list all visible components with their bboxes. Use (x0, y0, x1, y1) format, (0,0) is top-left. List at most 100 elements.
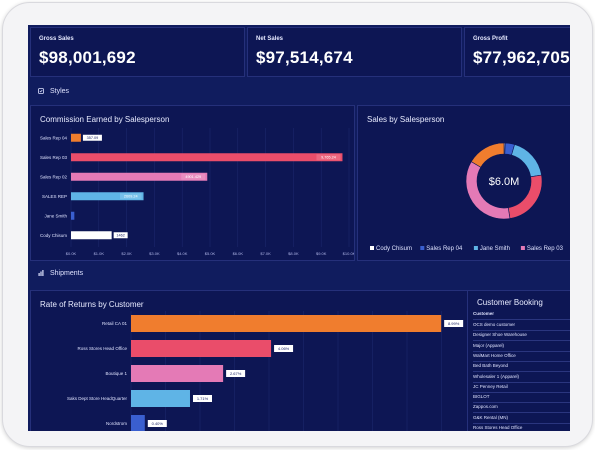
data-label-bg (316, 154, 341, 161)
category-label: Cody Chisum (40, 233, 67, 238)
kpi-gross-sales: Gross Sales $98,001,692 (30, 27, 245, 77)
table-row[interactable]: WalMart Home Office (473, 351, 570, 362)
bar (131, 390, 190, 407)
styles-icon (38, 88, 44, 94)
data-label: 8.99% (448, 321, 460, 326)
x-tick-label: $6.0K (233, 251, 244, 256)
donut-slice (470, 142, 505, 168)
dashboard-screen: Gross Sales $98,001,692 Net Sales $97,51… (28, 25, 570, 431)
legend-swatch (520, 246, 525, 250)
data-label: 9,765.24 (321, 156, 336, 160)
data-label: 0.40% (152, 421, 164, 426)
returns-chart: Retail CA 01 8.99% Ross Stores Head Office… (67, 311, 477, 431)
bar (131, 415, 145, 431)
section-styles[interactable]: Styles (28, 83, 570, 101)
data-label: 2609.24 (124, 195, 138, 199)
category-label: Sales Rep 03 (40, 155, 68, 160)
chart-title: Sales by Salesperson (367, 115, 445, 124)
x-tick-label: $4.0K (177, 251, 188, 256)
table-row[interactable]: Wholesaler 1 (Apparel) (473, 372, 570, 383)
x-tick-label: $8.0K (288, 251, 299, 256)
x-tick-label: $5.0K (205, 251, 216, 256)
table-row[interactable]: BIGLOT (473, 392, 570, 404)
bar (131, 365, 224, 382)
table-row[interactable]: Major (Apparel) (473, 341, 570, 352)
bar-chart-icon (38, 270, 44, 276)
category-label: Nordstrom (106, 421, 127, 426)
chart-title: Commission Earned by Salesperson (40, 115, 170, 124)
bar (71, 172, 208, 181)
section-title: Styles (50, 88, 70, 95)
kpi-value: $97,514,674 (256, 48, 353, 67)
data-label-bg (82, 134, 102, 141)
x-tick-label: $1.0K (94, 251, 105, 256)
legend-swatch (370, 246, 374, 250)
donut-center-value: $6.0M (489, 176, 520, 188)
x-tick-label: $9.0K (316, 251, 327, 256)
table-row[interactable]: Bed Bath Beyond (473, 361, 570, 373)
commission-chart-card: Commission Earned by Salesperson $0.0K $1… (30, 105, 355, 261)
category-label: Sales Rep 04 (40, 135, 68, 140)
data-label-bg (181, 173, 206, 180)
table-row[interactable]: Ross Stores Head Office (473, 423, 570, 431)
customer-booking-card: Customer Booking Customer OCS demo custo… (467, 290, 570, 431)
data-label: 1.71% (197, 396, 209, 401)
data-label: 4901.429 (185, 175, 201, 179)
table-row[interactable]: G&K Rental (MN) (473, 413, 570, 424)
returns-chart-card: Rate of Returns by Customer Retail CA 01… (30, 290, 485, 431)
table-row[interactable]: JC Penney Retail (473, 382, 570, 393)
x-tick-label: $3.0K (149, 251, 160, 256)
table-row[interactable]: Designer Shoe Warehouse (473, 330, 570, 342)
x-tick-label: $7.0K (260, 251, 271, 256)
bar (131, 315, 442, 332)
category-label: Ross Stores Head Office (78, 346, 128, 351)
section-shipments[interactable]: Shipments (28, 265, 570, 283)
data-label-bg (113, 232, 128, 239)
kpi-value: $77,962,705 (473, 48, 570, 67)
donut-slice (465, 161, 511, 220)
data-label-bg (120, 193, 142, 200)
table-header: Customer (473, 309, 570, 320)
bar (71, 153, 343, 162)
category-label: Boutique 1 (105, 371, 127, 376)
legend-label: Sales Rep 03 (527, 246, 564, 252)
data-label-bg (274, 345, 294, 352)
data-label-bg (147, 420, 167, 427)
legend-label: Jane Smith (480, 246, 510, 252)
donut-chart: $6.0M Cody Chisum Sales Rep 04 Jane Smith Sa… (370, 142, 564, 252)
bar (71, 133, 81, 142)
data-label-bg (444, 320, 464, 327)
bar (131, 340, 272, 357)
x-tick-label: $2.0K (121, 251, 132, 256)
kpi-label: Net Sales (256, 36, 284, 42)
data-label: 357.09 (87, 136, 99, 140)
commission-chart: $0.0K $1.0K $2.0K $3.0K $4.0K $5.0K $6.0K $7.0K… (40, 128, 354, 256)
kpi-label: Gross Profit (473, 36, 508, 42)
donut-slice (511, 144, 542, 178)
chart-title: Rate of Returns by Customer (40, 300, 144, 309)
bar (71, 211, 75, 220)
data-label: 4.06% (278, 346, 290, 351)
kpi-label: Gross Sales (39, 36, 74, 42)
x-tick-label: $10.0K (343, 251, 354, 256)
data-label: 2.67% (230, 371, 242, 376)
category-label: Jane Smith (44, 213, 67, 218)
kpi-gross-profit: Gross Profit $77,962,705 (464, 27, 570, 77)
table-row[interactable]: OCS demo customer (473, 320, 570, 331)
category-label: Saks Dept Store HeadQuarter (67, 396, 128, 401)
legend-swatch (420, 246, 425, 250)
bar (71, 192, 144, 201)
sales-by-salesperson-card: Sales by Salesperson $6.0M Cody Chisum Sal… (357, 105, 570, 261)
kpi-value: $98,001,692 (39, 48, 136, 67)
table-row[interactable]: Zappos.com (473, 402, 570, 414)
legend-label: Sales Rep 04 (426, 246, 463, 252)
table-title: Customer Booking (477, 298, 543, 307)
section-title: Shipments (50, 270, 84, 277)
x-tick-label: $0.0K (66, 251, 77, 256)
data-label: 1462 (116, 234, 124, 238)
category-label: SALES REP (42, 194, 67, 199)
legend-swatch (473, 246, 478, 250)
legend-label: Cody Chisum (376, 246, 412, 252)
data-label-bg (192, 395, 212, 402)
